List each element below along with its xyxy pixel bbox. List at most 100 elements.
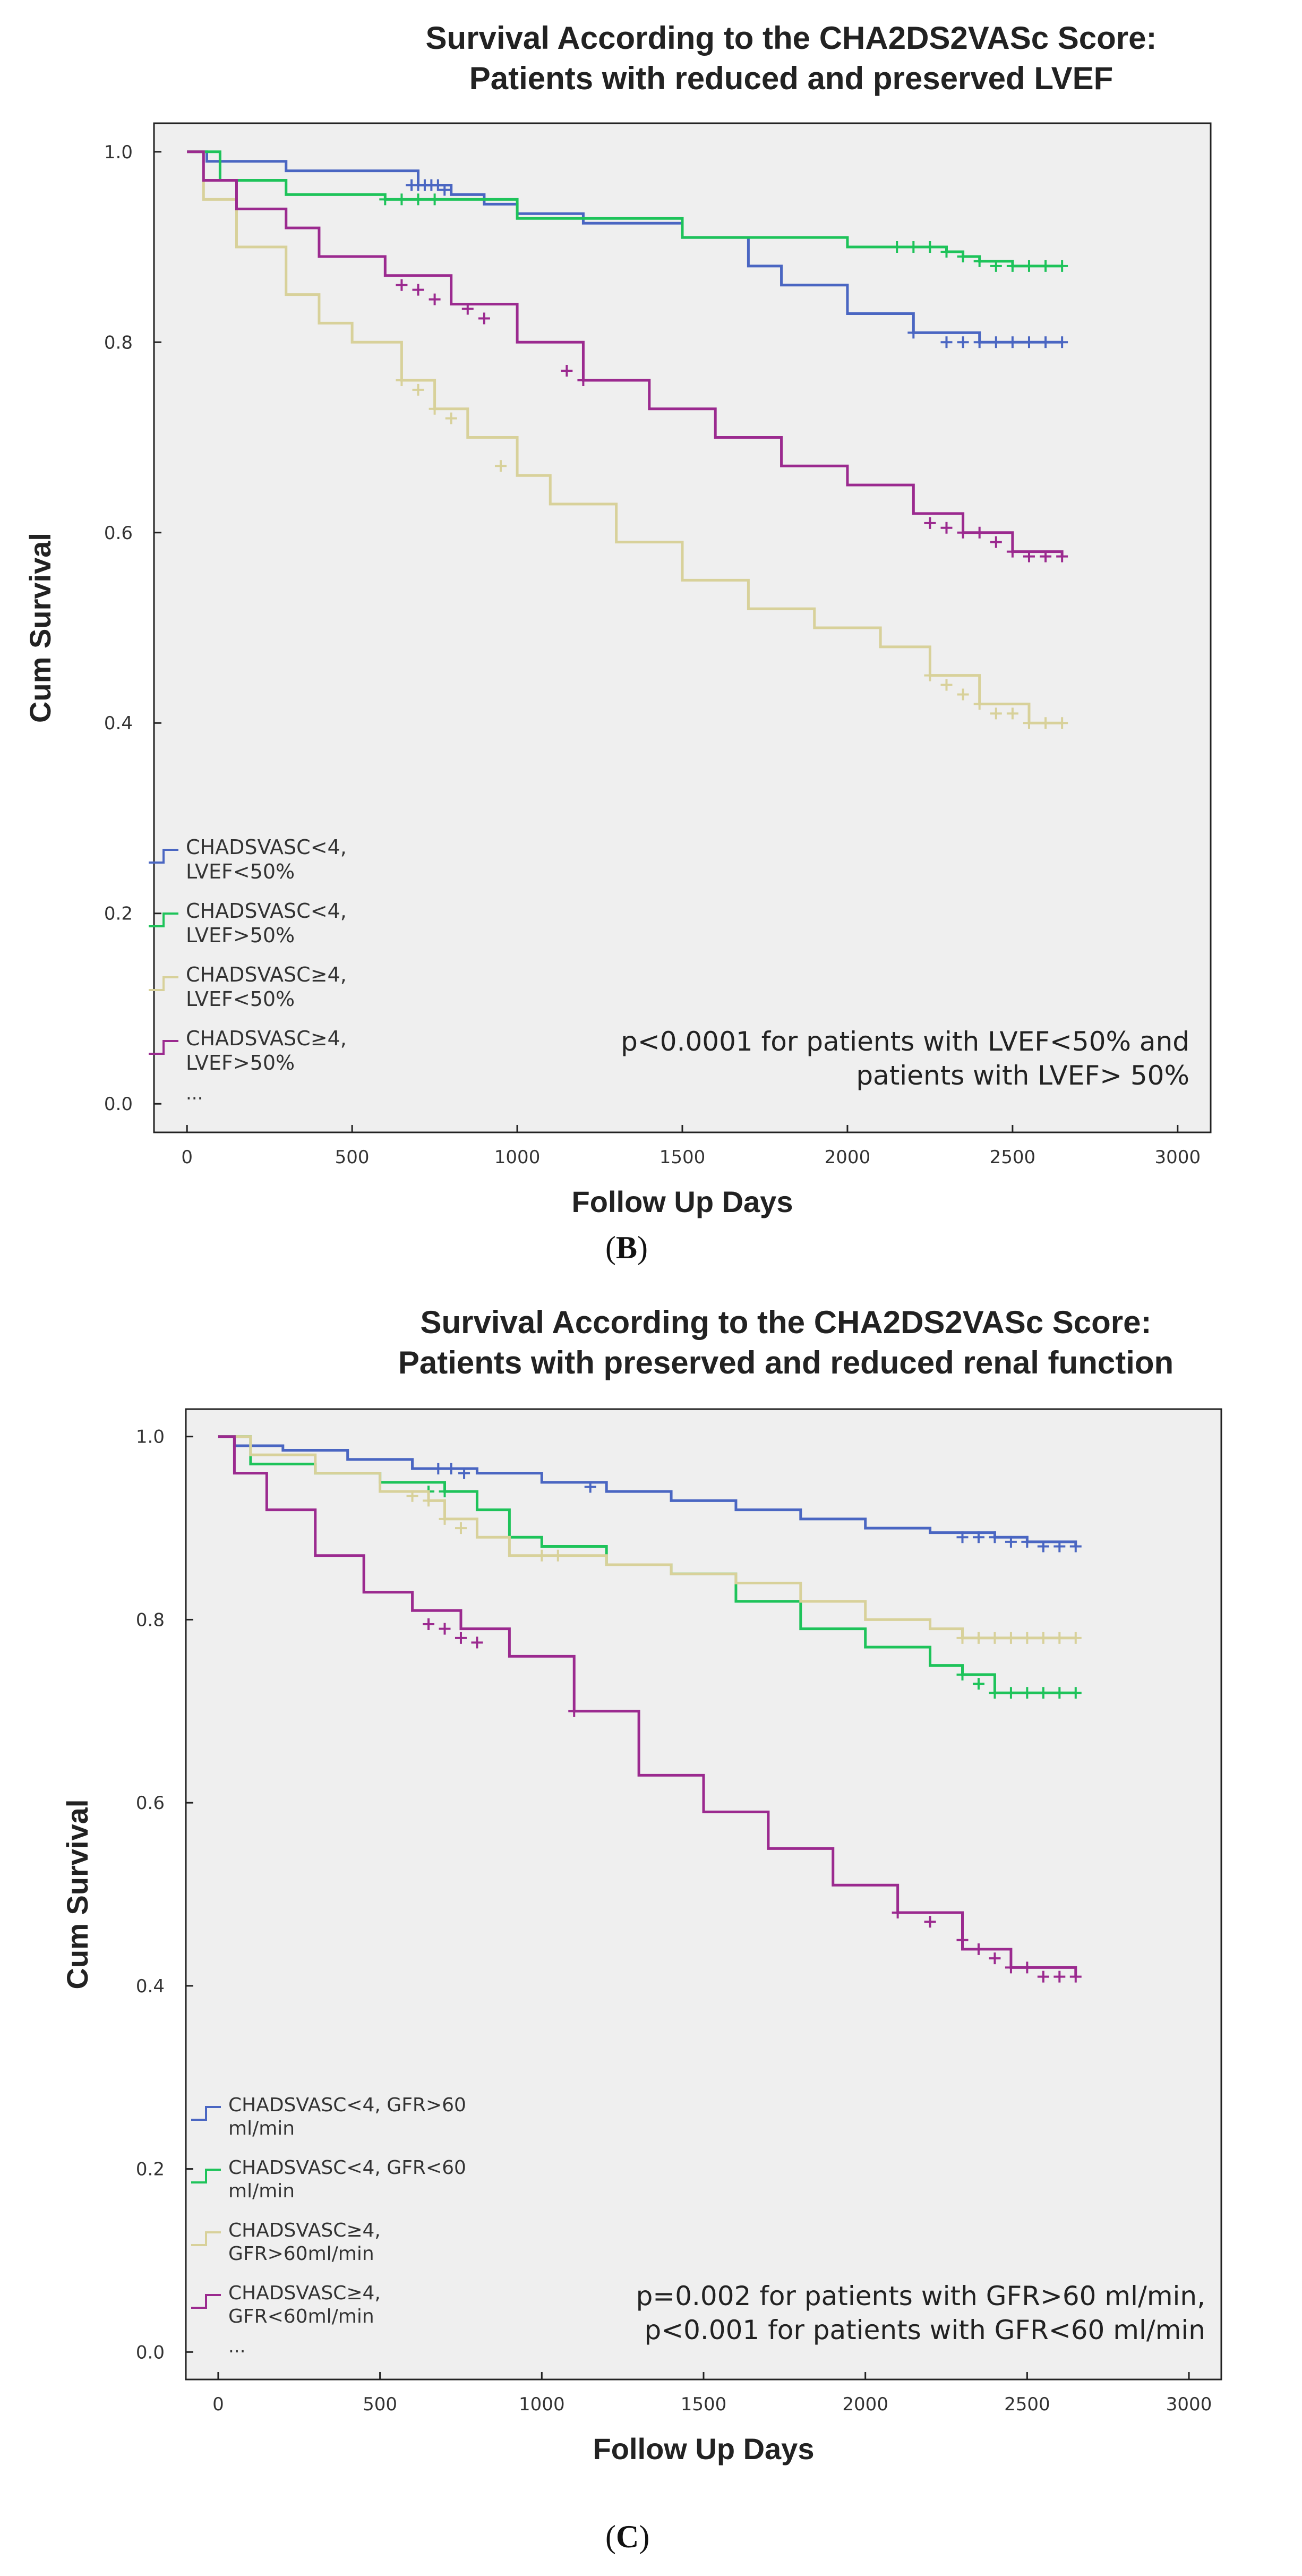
censor-mark [924, 517, 936, 529]
p-value-annotation-line-2: patients with LVEF> 50% [856, 1060, 1189, 1091]
y-tick-label: 0.6 [104, 523, 133, 544]
censor-mark [1023, 550, 1035, 562]
panel-caption-c: (C) [605, 2519, 650, 2554]
censor-mark [1040, 336, 1052, 348]
censor-mark [429, 403, 441, 415]
censor-mark [1021, 1536, 1033, 1548]
censor-mark [1005, 1536, 1017, 1548]
censor-mark [1021, 1961, 1033, 1974]
legend-label-2-line-1: CHADSVASC<4, GFR<60 [228, 2157, 466, 2179]
censor-mark [471, 1636, 483, 1649]
y-tick-label: 0.2 [104, 903, 133, 925]
legend-label-2-line-1: CHADSVASC<4, [186, 899, 347, 923]
censor-mark [956, 1531, 969, 1543]
series-line-1 [187, 150, 1063, 344]
censor-mark [439, 1486, 451, 1498]
censor-mark [1023, 260, 1035, 272]
x-tick-label: 1000 [519, 2394, 565, 2415]
censor-mark [1005, 1687, 1017, 1699]
censor-mark [494, 460, 507, 472]
x-tick-label: 0 [212, 2394, 224, 2415]
y-axis-title: Cum Survival [61, 1799, 94, 1990]
censor-mark [1037, 1540, 1049, 1553]
censor-mark [1069, 1632, 1082, 1644]
censor-mark [584, 1481, 596, 1493]
y-tick-label: 1.0 [136, 1427, 165, 1448]
censor-mark [396, 374, 408, 386]
censor-mark [439, 1623, 451, 1635]
survival-chart-lvef: Survival According to the CHA2DS2VASc Sc… [23, 20, 1212, 1218]
censor-mark [907, 241, 920, 253]
p-value-annotation-line-1: p=0.002 for patients with GFR>60 ml/min, [636, 2281, 1205, 2311]
censor-mark [1021, 1632, 1033, 1644]
censor-mark [892, 1906, 904, 1918]
censor-mark [956, 1934, 969, 1946]
censor-mark [957, 250, 969, 262]
censor-mark [423, 1618, 435, 1631]
legend-label-1-line-2: ml/min [228, 2118, 295, 2139]
censor-mark [1006, 336, 1018, 348]
legend-swatch-4 [149, 1040, 178, 1055]
censor-mark [1040, 717, 1052, 729]
legend-label-2-line-2: ml/min [228, 2180, 295, 2202]
censor-mark [412, 383, 424, 396]
legend-label-3-line-2: LVEF<50% [186, 987, 295, 1011]
censor-mark [973, 255, 986, 267]
legend-swatch-4 [191, 2294, 221, 2309]
censor-mark [1006, 260, 1018, 272]
censor-mark [478, 312, 490, 325]
censor-mark [972, 1678, 984, 1690]
x-axis-title: Follow Up Days [572, 1185, 793, 1218]
censor-mark [552, 1549, 564, 1562]
censor-mark [990, 536, 1002, 548]
p-value-annotation-line-1: p<0.0001 for patients with LVEF<50% and [621, 1026, 1189, 1057]
censor-mark [989, 1952, 1001, 1965]
censor-mark [1056, 550, 1068, 562]
censor-mark [907, 327, 920, 339]
censor-mark [1069, 1540, 1082, 1553]
censor-mark [957, 688, 969, 701]
censor-mark [1056, 260, 1068, 272]
survival-chart-renal: Survival According to the CHA2DS2VASc Sc… [61, 1304, 1222, 2466]
legend-label-4-line-2: GFR<60ml/min [228, 2306, 374, 2327]
censor-mark [956, 1632, 969, 1644]
x-tick-label: 2500 [990, 1147, 1036, 1168]
legend-swatch-1 [191, 2106, 221, 2121]
x-tick-label: 1500 [681, 2394, 727, 2415]
legend-swatch-2 [191, 2169, 221, 2183]
legend-swatch-3 [191, 2231, 221, 2246]
censor-mark [1006, 545, 1018, 558]
x-tick-label: 1500 [659, 1147, 706, 1168]
censor-mark [972, 1531, 984, 1543]
legend-label-1-line-2: LVEF<50% [186, 860, 295, 883]
censor-mark [455, 1632, 467, 1644]
y-axis-title: Cum Survival [23, 533, 57, 723]
censor-mark [439, 1513, 451, 1525]
censor-mark [1005, 1632, 1017, 1644]
censor-mark [1037, 1971, 1049, 1983]
censor-mark [1069, 1687, 1082, 1699]
censor-mark [924, 669, 936, 681]
censor-mark [940, 522, 953, 534]
figure-panel-b: Survival According to the CHA2DS2VASc Sc… [0, 0, 1302, 1285]
legend-label-4-line-2: LVEF>50% [186, 1051, 295, 1074]
censor-mark [1005, 1961, 1017, 1974]
legend-label-4-line-1: CHADSVASC≥4, [186, 1027, 347, 1050]
censor-mark [1040, 260, 1052, 272]
x-tick-label: 2500 [1004, 2394, 1050, 2415]
x-tick-label: 2000 [825, 1147, 871, 1168]
censor-mark [1006, 707, 1018, 720]
censor-mark [458, 1467, 470, 1479]
censor-mark [445, 412, 457, 424]
censor-mark [412, 193, 424, 206]
censor-mark [940, 245, 953, 258]
censor-mark [1040, 550, 1052, 562]
censor-mark [1069, 1971, 1082, 1983]
x-tick-label: 500 [335, 1147, 370, 1168]
x-tick-label: 3000 [1155, 1147, 1201, 1168]
censor-mark [1023, 336, 1035, 348]
censor-mark [990, 707, 1002, 720]
censor-mark [1021, 1687, 1033, 1699]
censor-mark [561, 365, 573, 377]
censor-mark [940, 336, 953, 348]
